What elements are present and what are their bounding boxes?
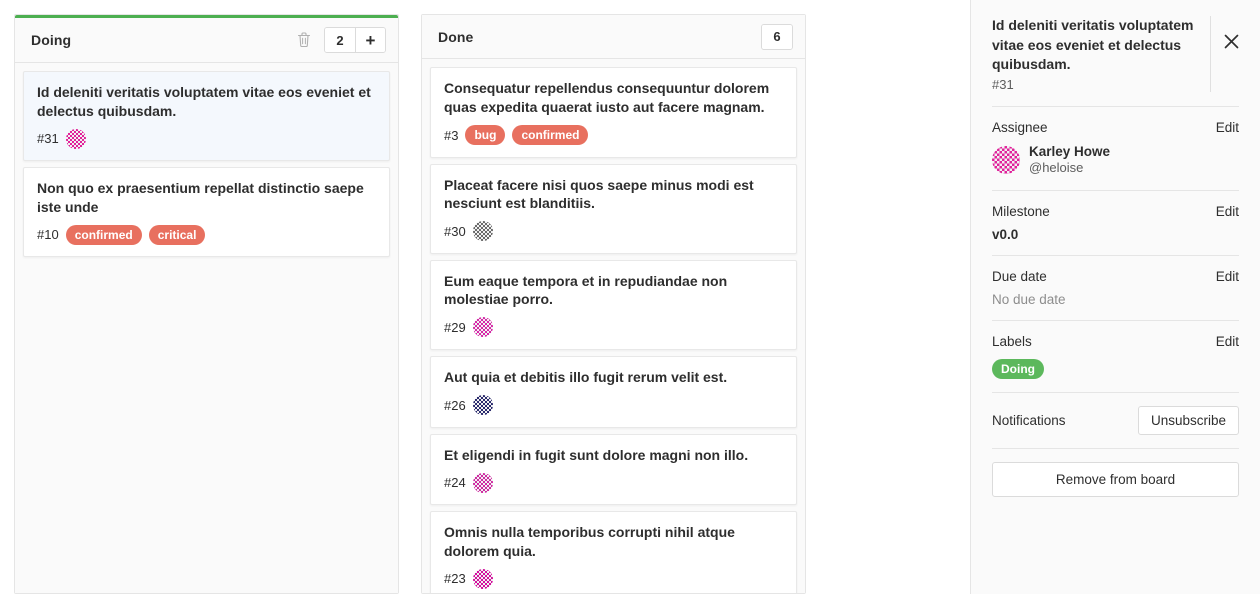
assignee-header-row: Assignee Edit — [992, 120, 1239, 135]
due-date-label: Due date — [992, 268, 1047, 284]
milestone-block: Milestone Edit v0.0 — [992, 191, 1239, 256]
sidebar-label-pill[interactable]: Doing — [992, 358, 1044, 379]
notifications-block: Notifications Unsubscribe — [992, 393, 1239, 449]
issue-card-id: #3 — [444, 127, 459, 143]
issue-card-footer: #30 — [444, 221, 783, 242]
list-count-badge: 2 — [325, 28, 355, 52]
issue-card-footer: #31 — [37, 128, 376, 149]
issue-label-pill[interactable]: bug — [465, 125, 506, 146]
issue-card-title: Non quo ex praesentium repellat distinct… — [37, 180, 364, 215]
done-list: Done 6 Consequatur repellendus consequuntu… — [421, 14, 806, 594]
issue-card-id: #26 — [444, 397, 466, 413]
issue-label-pill[interactable]: critical — [148, 224, 206, 245]
issue-card-id: #10 — [37, 227, 59, 243]
issue-card-id: #29 — [444, 319, 466, 335]
issue-card-title: Placeat facere nisi quos saepe minus mod… — [444, 176, 754, 212]
issue-card-title: Id deleniti veritatis voluptatem vitae e… — [37, 84, 371, 119]
close-icon[interactable] — [1224, 30, 1239, 52]
sidebar-issue-id: #31 — [992, 76, 1014, 92]
issue-card-footer: #23 — [444, 568, 783, 589]
list-title: Done — [438, 28, 474, 45]
assignee-edit-button[interactable]: Edit — [1215, 119, 1239, 135]
notifications-row: Notifications Unsubscribe — [992, 405, 1239, 435]
list-header: Doing 2 + — [15, 18, 398, 63]
board-lists-container: Doing 2 + Id deleniti veritatis voluptatem … — [14, 14, 806, 594]
milestone-label: Milestone — [992, 203, 1050, 219]
issue-card[interactable]: Id deleniti veritatis voluptatem vitae e… — [23, 71, 390, 162]
avatar-identicon — [472, 395, 493, 416]
issue-card-footer: #24 — [444, 472, 783, 493]
list-count-badge: 6 — [762, 24, 792, 49]
list-cards: Id deleniti veritatis voluptatem vitae e… — [15, 63, 398, 593]
list-count-group: 2 + — [324, 27, 386, 53]
issue-detail-sidebar: Id deleniti veritatis voluptatem vitae e… — [970, 0, 1260, 594]
avatar-identicon — [472, 568, 493, 589]
issue-label-pill[interactable]: confirmed — [512, 125, 589, 146]
issue-card-id: #30 — [444, 223, 466, 239]
issue-card[interactable]: Omnis nulla temporibus corrupti nihil at… — [430, 511, 797, 593]
avatar-identicon — [472, 317, 493, 338]
issue-label-pill[interactable]: confirmed — [65, 224, 142, 245]
list-header-actions: 6 — [761, 23, 793, 50]
list-header: Done 6 — [422, 15, 805, 60]
due-date-edit-button[interactable]: Edit — [1215, 268, 1239, 284]
labels-list: Doing — [992, 358, 1239, 379]
labels-label: Labels — [992, 333, 1032, 349]
avatar-identicon — [65, 128, 86, 149]
remove-from-board-button[interactable]: Remove from board — [992, 461, 1239, 497]
due-date-header-row: Due date Edit — [992, 269, 1239, 284]
milestone-edit-button[interactable]: Edit — [1215, 203, 1239, 219]
issue-card[interactable]: Aut quia et debitis illo fugit rerum vel… — [430, 355, 797, 428]
list-count-group: 6 — [761, 23, 793, 50]
notifications-label: Notifications — [992, 412, 1066, 428]
add-issue-button[interactable]: + — [355, 28, 385, 52]
labels-edit-button[interactable]: Edit — [1215, 333, 1239, 349]
issue-card[interactable]: Et eligendi in fugit sunt dolore magni n… — [430, 433, 797, 506]
avatar-identicon — [472, 472, 493, 493]
issue-card-title: Consequatur repellendus consequuntur dol… — [444, 80, 770, 115]
sidebar-header-text: Id deleniti veritatis voluptatem vitae e… — [992, 16, 1210, 92]
list-header-actions: 2 + — [293, 27, 386, 53]
issue-card[interactable]: Non quo ex praesentium repellat distinct… — [23, 167, 390, 258]
issue-card-id: #23 — [444, 571, 466, 587]
issue-card-footer: #26 — [444, 395, 783, 416]
issue-card-title: Aut quia et debitis illo fugit rerum vel… — [444, 368, 728, 385]
issue-card-footer: #10 confirmed critical — [37, 224, 376, 245]
issue-card-id: #31 — [37, 131, 59, 147]
assignee-block: Assignee Edit Karley Howe @heloise — [992, 107, 1239, 191]
assignee-value[interactable]: Karley Howe @heloise — [992, 144, 1239, 177]
labels-block: Labels Edit Doing — [992, 321, 1239, 393]
remove-from-board-block: Remove from board — [992, 449, 1239, 510]
doing-list: Doing 2 + Id deleniti veritatis voluptatem … — [14, 14, 399, 594]
list-title: Doing — [31, 32, 72, 48]
issue-card[interactable]: Consequatur repellendus consequuntur dol… — [430, 67, 797, 158]
unsubscribe-button[interactable]: Unsubscribe — [1137, 405, 1239, 435]
labels-header-row: Labels Edit — [992, 334, 1239, 349]
milestone-header-row: Milestone Edit — [992, 204, 1239, 219]
avatar-identicon — [472, 221, 493, 242]
due-date-block: Due date Edit No due date — [992, 256, 1239, 321]
issue-card-title: Omnis nulla temporibus corrupti nihil at… — [444, 524, 735, 559]
avatar — [992, 146, 1020, 175]
assignee-name: Karley Howe — [1029, 143, 1111, 159]
issue-card-footer: #3 bug confirmed — [444, 125, 783, 146]
assignee-text: Karley Howe @heloise — [1029, 144, 1110, 177]
assignee-handle: @heloise — [1029, 159, 1084, 175]
assignee-label: Assignee — [992, 119, 1048, 135]
milestone-value: v0.0 — [992, 226, 1019, 242]
trash-icon[interactable] — [293, 29, 315, 51]
list-cards: Consequatur repellendus consequuntur dol… — [422, 59, 805, 593]
issue-card[interactable]: Placeat facere nisi quos saepe minus mod… — [430, 163, 797, 254]
issue-card-footer: #29 — [444, 317, 783, 338]
issue-card-title: Et eligendi in fugit sunt dolore magni n… — [444, 446, 749, 463]
issue-card[interactable]: Eum eaque tempora et in repudiandae non … — [430, 259, 797, 350]
sidebar-header: Id deleniti veritatis voluptatem vitae e… — [992, 0, 1239, 107]
issue-card-title: Eum eaque tempora et in repudiandae non … — [444, 272, 728, 308]
sidebar-issue-title: Id deleniti veritatis voluptatem vitae e… — [992, 17, 1194, 73]
list-accent-bar — [15, 15, 398, 18]
issue-card-id: #24 — [444, 475, 466, 491]
due-date-value: No due date — [992, 291, 1066, 307]
